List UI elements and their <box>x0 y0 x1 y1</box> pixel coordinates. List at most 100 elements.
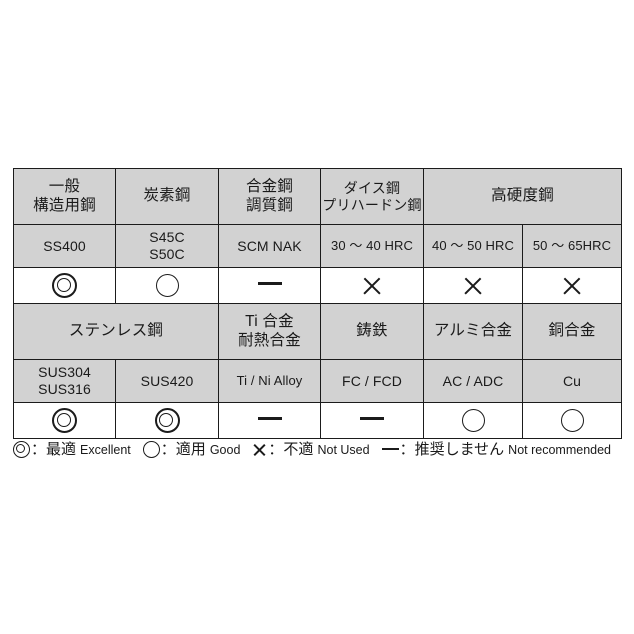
circle-icon <box>461 409 485 432</box>
legend-item: ：不適 Not Used <box>252 438 369 459</box>
material-grade-cell: Ti / Ni Alloy <box>218 359 321 403</box>
table-header-row: 一般 構造用鋼 炭素鋼 合金鋼 調質鋼 ダイス鋼 プリハードン鋼 高硬度鋼 <box>13 168 622 225</box>
material-grade-cell: FC / FCD <box>320 359 424 403</box>
material-grade-cell: SUS420 <box>115 359 219 403</box>
rating-cell <box>115 402 219 439</box>
grade-line: Ti / Ni Alloy <box>236 373 303 389</box>
header-line: ダイス鋼 <box>343 179 401 196</box>
grade-line: SS400 <box>43 237 86 254</box>
grade-line: S50C <box>149 246 185 262</box>
material-grade-cell: Cu <box>522 359 622 403</box>
table-grade-row: SS400 S45C S50C SCM NAK 30 ～ 40 HRC 40 ～ 50 H… <box>13 224 622 268</box>
cross-icon <box>462 275 484 297</box>
grade-line: SUS420 <box>140 372 194 389</box>
rating-cell <box>218 267 321 304</box>
material-group-header: Ti 合金 耐熱合金 <box>218 303 321 360</box>
dash-icon <box>257 416 282 420</box>
legend-label-jp: ：最適 <box>31 441 77 458</box>
legend-label-en: Excellent <box>80 443 131 457</box>
rating-cell <box>320 267 424 304</box>
material-grade-cell: SUS304 SUS316 <box>13 359 116 403</box>
rating-cell <box>522 402 622 439</box>
rating-cell <box>423 402 523 439</box>
material-grade-cell: 50 ～ 65HRC <box>522 224 622 268</box>
rating-cell <box>115 267 219 304</box>
legend-label-jp: ：推奨しません <box>399 441 505 458</box>
table-header-row: ステンレス鋼 Ti 合金 耐熱合金 鋳鉄 アルミ合金 銅合金 <box>13 303 622 360</box>
header-line: 構造用鋼 <box>33 196 96 214</box>
material-group-header: 鋳鉄 <box>320 303 424 360</box>
material-group-header: 銅合金 <box>522 303 622 360</box>
header-line: 炭素鋼 <box>143 187 191 205</box>
material-grade-cell: SCM NAK <box>218 224 321 268</box>
grade-line: Cu <box>562 372 582 389</box>
circle-icon <box>155 274 179 297</box>
grade-line: AC / ADC <box>442 372 504 389</box>
table-grade-row: SUS304 SUS316 SUS420 Ti / Ni Alloy FC / FCD A… <box>13 359 622 403</box>
rating-cell <box>423 267 523 304</box>
header-line: 高硬度鋼 <box>491 187 554 205</box>
dash-icon <box>381 447 399 450</box>
material-grade-cell: S45C S50C <box>115 224 219 268</box>
legend-label-jp: ：適用 <box>160 441 206 458</box>
legend-label-en: Not Used <box>317 443 370 457</box>
grade-line: 30 ～ 40 HRC <box>330 238 414 254</box>
rating-cell <box>218 402 321 439</box>
grade-line: 50 ～ 65HRC <box>532 238 612 254</box>
material-grade-cell: 30 ～ 40 HRC <box>320 224 424 268</box>
material-group-header: 高硬度鋼 <box>423 168 622 225</box>
legend-label-en: Good <box>209 443 241 457</box>
rating-cell <box>522 267 622 304</box>
rating-cell <box>13 402 116 439</box>
grade-line: 40 ～ 50 HRC <box>431 238 515 254</box>
cross-icon <box>561 275 583 297</box>
legend-item: ：適用 Good <box>142 438 241 459</box>
rating-cell <box>320 402 424 439</box>
material-table: 一般 構造用鋼 炭素鋼 合金鋼 調質鋼 ダイス鋼 プリハードン鋼 高硬度鋼 SS400 S45C S… <box>13 168 622 439</box>
dash-icon <box>257 281 282 285</box>
material-grade-cell: SS400 <box>13 224 116 268</box>
dash-icon <box>360 416 384 420</box>
grade-line: S45C <box>149 229 185 246</box>
double-circle-icon <box>52 408 77 433</box>
material-group-header: 合金鋼 調質鋼 <box>218 168 321 225</box>
material-grade-cell: 40 ～ 50 HRC <box>423 224 523 268</box>
cross-icon <box>252 442 267 457</box>
material-grade-cell: AC / ADC <box>423 359 523 403</box>
grade-line: SUS316 <box>38 381 91 397</box>
grade-line: SUS304 <box>38 364 91 381</box>
legend-item: ：最適 Excellent <box>13 438 131 459</box>
table-rating-row <box>13 402 622 439</box>
cross-icon <box>361 275 383 297</box>
header-line: 銅合金 <box>548 322 596 340</box>
header-line: 調質鋼 <box>245 196 294 214</box>
material-group-header: 炭素鋼 <box>115 168 219 225</box>
header-line: 合金鋼 <box>245 178 294 196</box>
header-line: 耐熱合金 <box>238 331 301 349</box>
rating-cell <box>13 267 116 304</box>
header-line: 鋳鉄 <box>356 322 388 340</box>
material-group-header: アルミ合金 <box>423 303 523 360</box>
material-group-header: ダイス鋼 プリハードン鋼 <box>320 168 424 225</box>
circle-icon <box>560 409 584 432</box>
legend-label-en: Not recommended <box>508 443 611 457</box>
double-circle-icon <box>13 441 30 458</box>
double-circle-icon <box>52 273 77 298</box>
table-body: 一般 構造用鋼 炭素鋼 合金鋼 調質鋼 ダイス鋼 プリハードン鋼 高硬度鋼 SS400 S45C S… <box>13 168 622 439</box>
grade-line: FC / FCD <box>342 372 402 389</box>
circle-icon <box>142 441 160 458</box>
legend: ：最適 Excellent ：適用 Good ：不適 Not Used ：推奨しません… <box>13 438 623 459</box>
header-line: アルミ合金 <box>433 322 513 340</box>
material-compatibility-table: 一般 構造用鋼 炭素鋼 合金鋼 調質鋼 ダイス鋼 プリハードン鋼 高硬度鋼 SS400 S45C S… <box>13 168 622 439</box>
header-line: 一般 <box>48 178 81 196</box>
header-line: Ti 合金 <box>245 313 294 331</box>
material-group-header: ステンレス鋼 <box>13 303 219 360</box>
legend-label-jp: ：不適 <box>268 441 314 458</box>
double-circle-icon <box>154 408 180 433</box>
grade-line: SCM NAK <box>237 237 302 254</box>
material-group-header: 一般 構造用鋼 <box>13 168 116 225</box>
table-rating-row <box>13 267 622 304</box>
header-line: ステンレス鋼 <box>68 322 164 340</box>
header-line: プリハードン鋼 <box>322 196 422 213</box>
legend-item: ：推奨しません Not recommended <box>381 438 611 459</box>
